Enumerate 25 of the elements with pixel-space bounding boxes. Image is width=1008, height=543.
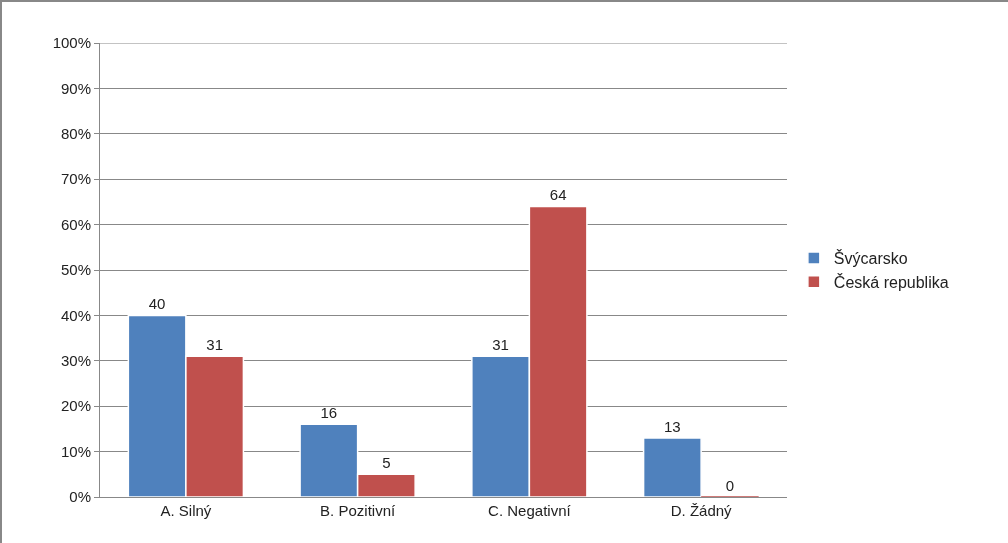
data-label: 64	[549, 186, 567, 204]
legend-label: Česká republika	[833, 272, 949, 291]
y-tick-label: 40%	[60, 306, 91, 324]
x-tick-label: B. Pozitivní	[320, 502, 396, 519]
y-tick-label: 0%	[69, 488, 91, 506]
data-label: 40	[148, 295, 166, 313]
y-tick-label: 70%	[60, 170, 91, 188]
data-label: 31	[206, 336, 223, 354]
x-tick-label: C. Negativní	[488, 502, 572, 519]
y-tick-label: 60%	[60, 215, 91, 233]
y-tick-label: 80%	[60, 125, 91, 143]
x-tick-label: D. Žádný	[670, 502, 733, 519]
x-tick-label: A. Silný	[160, 502, 212, 519]
y-tick-label: 10%	[60, 442, 91, 460]
data-label: 13	[664, 417, 681, 435]
data-label: 0	[725, 477, 735, 494]
data-label: 5	[382, 454, 391, 472]
data-label: 31	[492, 336, 509, 354]
y-tick-label: 30%	[60, 352, 91, 370]
legend-label: Švýcarsko	[833, 249, 908, 268]
y-tick-label: 100%	[52, 34, 91, 52]
data-label: 16	[320, 404, 338, 422]
y-tick-label: 20%	[60, 397, 91, 415]
y-tick-label: 50%	[60, 261, 91, 279]
y-tick-label: 90%	[60, 79, 91, 97]
